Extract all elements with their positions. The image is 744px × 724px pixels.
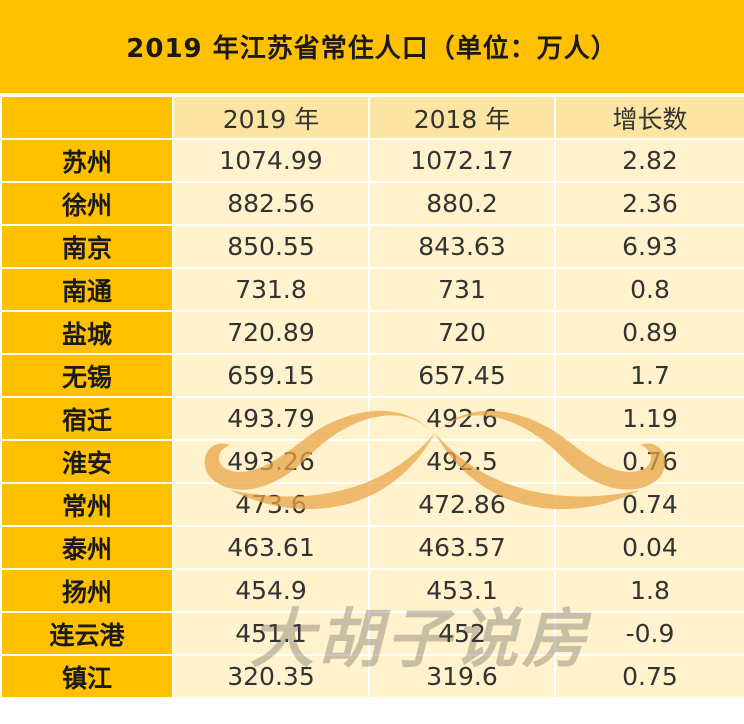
- growth-cell: 0.76: [554, 439, 744, 484]
- table-header-row: 2019 年 2018 年 增长数: [0, 95, 744, 140]
- population-table: 2019 年 2018 年 增长数 苏州 1074.99 1072.17 2.82 徐州…: [0, 95, 744, 699]
- table-row: 苏州 1074.99 1072.17 2.82: [0, 138, 744, 183]
- table-row: 连云港 451.1 452 -0.9: [0, 611, 744, 656]
- value-2018-cell: 880.2: [368, 181, 556, 226]
- header-2019: 2019 年: [172, 95, 370, 140]
- value-2019-cell: 493.26: [172, 439, 370, 484]
- growth-cell: 1.19: [554, 396, 744, 441]
- header-corner-cell: [0, 95, 174, 140]
- growth-cell: 0.74: [554, 482, 744, 527]
- table-row: 徐州 882.56 880.2 2.36: [0, 181, 744, 226]
- growth-cell: 0.04: [554, 525, 744, 570]
- value-2018-cell: 720: [368, 310, 556, 355]
- table-row: 泰州 463.61 463.57 0.04: [0, 525, 744, 570]
- title-bar: 2019 年江苏省常住人口（单位：万人）: [0, 0, 744, 93]
- value-2019-cell: 1074.99: [172, 138, 370, 183]
- value-2018-cell: 453.1: [368, 568, 556, 613]
- value-2019-cell: 493.79: [172, 396, 370, 441]
- value-2019-cell: 850.55: [172, 224, 370, 269]
- table-row: 南通 731.8 731 0.8: [0, 267, 744, 312]
- growth-cell: 2.82: [554, 138, 744, 183]
- value-2018-cell: 1072.17: [368, 138, 556, 183]
- value-2018-cell: 319.6: [368, 654, 556, 699]
- table-row: 无锡 659.15 657.45 1.7: [0, 353, 744, 398]
- city-cell: 泰州: [0, 525, 174, 570]
- city-cell: 盐城: [0, 310, 174, 355]
- table-row: 常州 473.6 472.86 0.74: [0, 482, 744, 527]
- city-cell: 徐州: [0, 181, 174, 226]
- growth-cell: 0.89: [554, 310, 744, 355]
- growth-cell: 2.36: [554, 181, 744, 226]
- table-row: 宿迁 493.79 492.6 1.19: [0, 396, 744, 441]
- city-cell: 镇江: [0, 654, 174, 699]
- value-2018-cell: 472.86: [368, 482, 556, 527]
- city-cell: 苏州: [0, 138, 174, 183]
- value-2019-cell: 451.1: [172, 611, 370, 656]
- value-2018-cell: 492.6: [368, 396, 556, 441]
- value-2019-cell: 463.61: [172, 525, 370, 570]
- table-row: 扬州 454.9 453.1 1.8: [0, 568, 744, 613]
- city-cell: 扬州: [0, 568, 174, 613]
- city-cell: 宿迁: [0, 396, 174, 441]
- value-2018-cell: 463.57: [368, 525, 556, 570]
- value-2019-cell: 320.35: [172, 654, 370, 699]
- value-2019-cell: 731.8: [172, 267, 370, 312]
- growth-cell: 0.75: [554, 654, 744, 699]
- header-2018: 2018 年: [368, 95, 556, 140]
- value-2019-cell: 454.9: [172, 568, 370, 613]
- table-row: 镇江 320.35 319.6 0.75: [0, 654, 744, 699]
- table-row: 盐城 720.89 720 0.89: [0, 310, 744, 355]
- value-2018-cell: 731: [368, 267, 556, 312]
- city-cell: 连云港: [0, 611, 174, 656]
- growth-cell: 1.8: [554, 568, 744, 613]
- header-growth: 增长数: [554, 95, 744, 140]
- value-2018-cell: 452: [368, 611, 556, 656]
- value-2018-cell: 492.5: [368, 439, 556, 484]
- value-2019-cell: 720.89: [172, 310, 370, 355]
- value-2019-cell: 473.6: [172, 482, 370, 527]
- value-2019-cell: 882.56: [172, 181, 370, 226]
- page-title: 2019 年江苏省常住人口（单位：万人）: [126, 34, 618, 64]
- city-cell: 南通: [0, 267, 174, 312]
- value-2019-cell: 659.15: [172, 353, 370, 398]
- growth-cell: 6.93: [554, 224, 744, 269]
- value-2018-cell: 657.45: [368, 353, 556, 398]
- city-cell: 南京: [0, 224, 174, 269]
- growth-cell: -0.9: [554, 611, 744, 656]
- growth-cell: 1.7: [554, 353, 744, 398]
- value-2018-cell: 843.63: [368, 224, 556, 269]
- growth-cell: 0.8: [554, 267, 744, 312]
- table-row: 淮安 493.26 492.5 0.76: [0, 439, 744, 484]
- city-cell: 淮安: [0, 439, 174, 484]
- city-cell: 无锡: [0, 353, 174, 398]
- city-cell: 常州: [0, 482, 174, 527]
- table-row: 南京 850.55 843.63 6.93: [0, 224, 744, 269]
